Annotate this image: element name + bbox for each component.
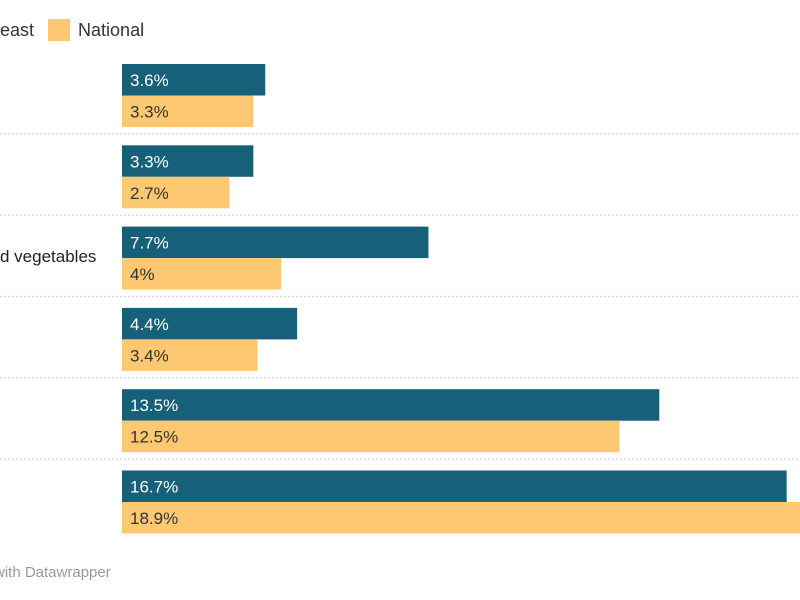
data-label: 7.7%: [130, 234, 169, 253]
data-label: 12.5%: [130, 428, 178, 447]
bar-series-1-3: [122, 307, 298, 340]
data-label: 3.6%: [130, 71, 169, 90]
bar-series-1-5: [122, 470, 787, 502]
data-label: 16.7%: [130, 478, 178, 497]
data-label: 3.3%: [130, 103, 169, 122]
bar-national-4: [122, 420, 620, 453]
bar-national-2: [122, 258, 282, 290]
bar-national-3: [122, 339, 258, 371]
legend: east National: [0, 18, 144, 42]
bar-series-1-4: [122, 389, 660, 421]
legend-swatch-national: [48, 19, 71, 41]
data-label: 2.7%: [130, 184, 169, 203]
data-label: 4%: [130, 265, 155, 284]
bar-national-5: [122, 502, 800, 534]
legend-label-series-2: National: [78, 19, 145, 40]
bar-national-0: [122, 95, 254, 127]
bar-national-1: [122, 176, 230, 209]
data-label: 13.5%: [130, 396, 178, 415]
bar-series-1-2: [122, 226, 429, 259]
bar-series-1-1: [122, 145, 254, 177]
bar-series-1-0: [122, 64, 266, 96]
data-label: 3.4%: [130, 346, 169, 365]
footer-credit: with Datawrapper: [0, 564, 111, 581]
category-label: d vegetables: [0, 247, 97, 267]
data-label: 18.9%: [130, 509, 178, 528]
legend-label-series-1: east: [0, 19, 35, 40]
data-label: 4.4%: [130, 315, 169, 334]
data-label: 3.3%: [130, 152, 169, 171]
